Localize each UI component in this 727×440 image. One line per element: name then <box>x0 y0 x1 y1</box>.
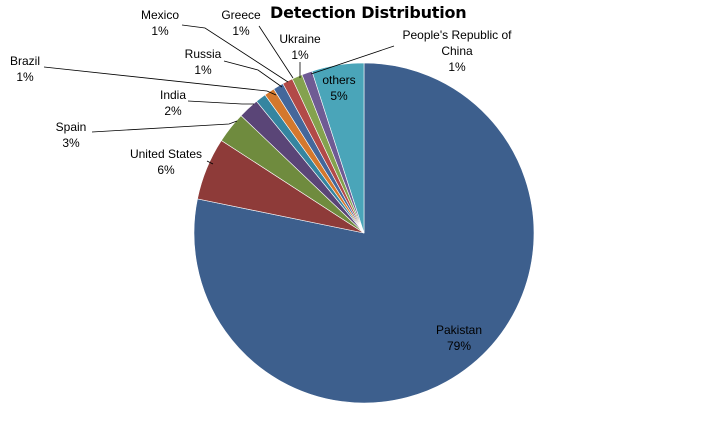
data-label-category: others <box>322 73 355 87</box>
data-label-mexico: Mexico 1% <box>141 8 179 38</box>
leader-lines <box>43 24 395 165</box>
data-label-percent: 6% <box>157 163 175 177</box>
data-label-category: Spain <box>56 120 87 134</box>
data-label-india: India 2% <box>160 88 186 118</box>
leader-line-russia <box>223 60 283 88</box>
data-label-percent: 1% <box>232 24 250 38</box>
data-label-category: Mexico <box>141 8 179 22</box>
data-label-pakistan: Pakistan 79% <box>436 323 482 353</box>
pie-slices <box>193 62 535 404</box>
chart-title: Detection Distribution <box>270 3 467 22</box>
data-label-percent: 1% <box>151 24 169 38</box>
leader-line-india <box>187 100 254 105</box>
data-label-percent: 5% <box>330 89 348 103</box>
data-label-spain: Spain 3% <box>56 120 87 150</box>
leader-line-spain <box>91 120 238 133</box>
data-label-category: Brazil <box>10 54 40 68</box>
data-label-category: Russia <box>185 47 222 61</box>
pie-slice-pakistan <box>193 62 535 404</box>
data-label-percent: 2% <box>164 104 182 118</box>
data-label-percent: 1% <box>291 48 309 62</box>
data-label-people-s-republic-of-china: People's Republic of China 1% <box>402 28 512 74</box>
data-label-ukraine: Ukraine 1% <box>279 32 321 62</box>
leader-line-united-states <box>206 160 214 165</box>
data-labels: Pakistan 79% United States 6% Spain 3% India 2%… <box>10 8 512 353</box>
data-label-russia: Russia 1% <box>185 47 222 77</box>
data-label-category: Ukraine <box>279 32 321 46</box>
data-label-category: United States <box>130 147 202 161</box>
leader-line-greece <box>258 25 294 79</box>
data-label-united-states: United States 6% <box>130 147 202 177</box>
data-label-category: China <box>441 44 473 58</box>
data-label-percent: 1% <box>194 63 212 77</box>
data-label-greece: Greece 1% <box>221 8 261 38</box>
data-label-percent: 79% <box>447 339 471 353</box>
data-label-percent: 1% <box>16 70 34 84</box>
data-label-category: Pakistan <box>436 323 482 337</box>
leader-line-brazil <box>43 66 277 96</box>
data-label-percent: 1% <box>448 60 466 74</box>
data-label-category: Greece <box>221 8 261 22</box>
data-label-category: India <box>160 88 186 102</box>
data-label-others: others 5% <box>322 73 355 103</box>
data-label-brazil: Brazil 1% <box>10 54 40 84</box>
leader-line-people-s-republic-of-china <box>310 45 395 75</box>
leader-line-mexico <box>181 24 289 83</box>
data-label-percent: 3% <box>62 136 80 150</box>
data-label-category: People's Republic of <box>402 28 512 42</box>
